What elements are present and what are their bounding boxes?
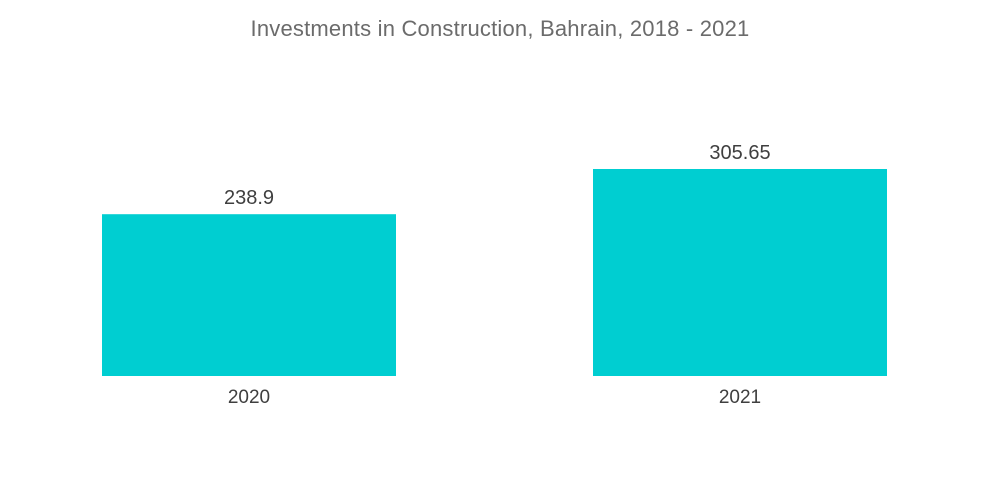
x-tick-label-2020: 2020	[228, 387, 270, 408]
data-label-2021: 305.65	[709, 142, 770, 164]
bar-2021	[593, 169, 887, 376]
data-label-2020: 238.9	[224, 187, 274, 209]
bar-2020	[102, 214, 396, 376]
chart-title: Investments in Construction, Bahrain, 20…	[250, 16, 750, 41]
x-tick-label-2021: 2021	[719, 387, 761, 408]
